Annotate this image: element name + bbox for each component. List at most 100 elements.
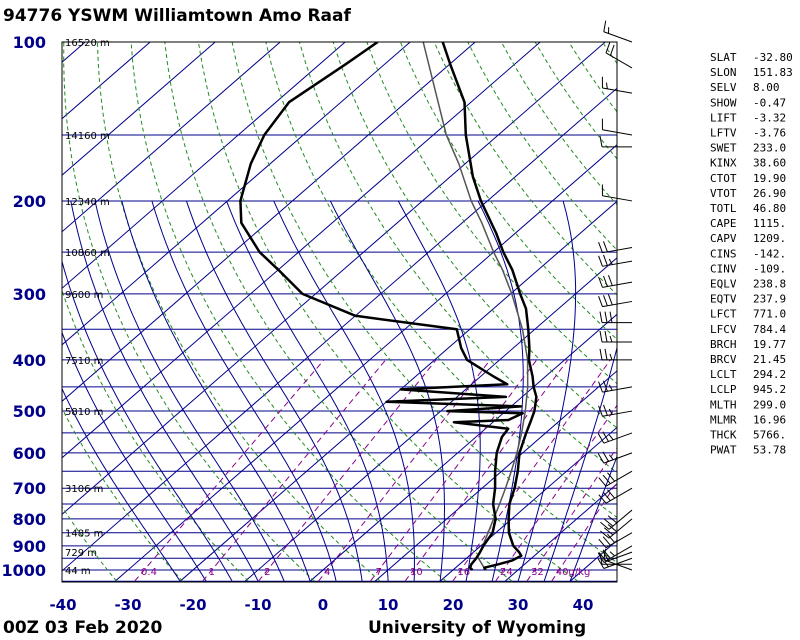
index-value: 26.90	[753, 187, 786, 200]
pressure-tick-label: 700	[13, 479, 46, 498]
moist-adiabat	[62, 331, 207, 582]
dewpoint-line	[239, 42, 524, 571]
barb-feather	[607, 472, 616, 482]
index-value: 16.96	[753, 413, 786, 426]
index-name: MLTH	[710, 398, 737, 411]
plot-frame	[61, 41, 618, 583]
dry-adiabat	[62, 505, 117, 582]
barb-feather	[605, 42, 611, 54]
barb-feather	[604, 311, 608, 323]
barb-feather	[607, 524, 617, 533]
index-name: CAPE	[710, 217, 737, 230]
mixing-ratio-label: 16	[457, 567, 470, 578]
isotherm-line	[62, 42, 281, 233]
mixing-ratio-line	[452, 359, 611, 582]
mixing-ratio-label: 4	[324, 567, 330, 578]
wind-barb	[599, 330, 632, 343]
barb-feather	[598, 276, 603, 288]
moist-adiabat	[517, 200, 577, 582]
index-value: 233.0	[753, 142, 786, 155]
diagram-grid	[0, 42, 617, 582]
mixing-ratio-line	[551, 481, 617, 582]
mixing-ratio-label: 1	[209, 567, 215, 578]
height-label: 10860 m	[65, 248, 110, 259]
index-name: SLON	[710, 66, 737, 79]
barb-feather	[603, 241, 608, 252]
wind-barb	[597, 431, 633, 444]
wind-barb	[598, 241, 633, 254]
index-value: -109.	[753, 262, 786, 275]
barb-feather	[603, 254, 608, 266]
pressure-tick-label: 800	[13, 510, 46, 529]
barb-feather	[604, 561, 609, 568]
barb-feather	[609, 335, 613, 343]
temperature-tick-label: 0	[318, 596, 328, 614]
barb-feather	[608, 408, 613, 415]
footer-datetime: 00Z 03 Feb 2020	[3, 618, 163, 638]
wind-barb	[599, 311, 632, 324]
mixing-ratio-label: 10	[410, 567, 423, 578]
dry-adiabat	[231, 42, 617, 564]
wind-barbs	[597, 20, 633, 571]
index-value: 1209.	[753, 232, 786, 245]
barb-feather	[599, 311, 603, 323]
temperature-tick-label: -30	[114, 596, 141, 614]
barb-feather	[597, 433, 605, 444]
barb-feather	[598, 494, 607, 504]
sounding-curves	[239, 42, 538, 571]
dry-adiabat	[62, 289, 249, 582]
index-name: BRCH	[710, 338, 737, 351]
wind-barb	[600, 509, 633, 530]
footer-source: University of Wyoming	[368, 618, 586, 638]
index-value: -3.32	[753, 111, 786, 124]
dry-adiabat	[433, 42, 617, 296]
barb-feather	[600, 530, 610, 539]
index-name: EQLV	[710, 278, 737, 291]
barb-feather	[605, 82, 608, 89]
temperature-tick-label: -40	[49, 596, 76, 614]
height-label: 5810 m	[65, 407, 103, 418]
barb-feather	[598, 255, 603, 267]
wind-barb	[599, 348, 632, 361]
height-label: 729 m	[65, 548, 97, 559]
barb-feather	[607, 533, 616, 544]
wind-barb	[598, 254, 633, 267]
isotherm-line	[179, 200, 617, 582]
barb-feather	[603, 20, 607, 32]
index-name: THCK	[710, 429, 737, 442]
isotherm-line	[62, 42, 411, 346]
wind-barb	[599, 135, 632, 148]
barb-feather	[598, 551, 607, 562]
barb-shaft	[602, 129, 633, 136]
index-name: MLMR	[710, 413, 737, 426]
barb-feather	[602, 550, 609, 561]
index-name: BRCV	[710, 353, 737, 366]
index-name: TOTL	[710, 202, 737, 215]
dry-adiabat	[96, 42, 381, 582]
temperature-tick-label: 40	[573, 596, 594, 614]
barb-feather	[607, 489, 616, 499]
mixing-ratio-line	[258, 359, 437, 582]
barb-feather	[604, 348, 608, 360]
dry-adiabat	[197, 42, 579, 582]
mixing-ratio-line	[404, 359, 569, 582]
isotherm-line	[62, 42, 151, 120]
dry-adiabat	[0, 42, 51, 581]
wind-barb	[597, 451, 633, 464]
wind-barb	[601, 184, 633, 202]
barb-feather	[602, 451, 609, 462]
temperature-tick-label: 10	[378, 596, 399, 614]
moist-adiabat	[94, 200, 285, 582]
index-name: CINS	[710, 247, 737, 260]
dry-adiabat	[298, 42, 617, 474]
mixing-ratio-label: 0.4	[141, 567, 157, 578]
wind-barb	[597, 557, 633, 569]
barb-feather	[608, 384, 613, 391]
barb-shaft	[603, 559, 633, 571]
index-name: CTOT	[710, 172, 737, 185]
moist-adiabat	[226, 200, 389, 582]
isotherm-line	[114, 144, 617, 582]
barb-feather	[597, 558, 605, 569]
isotherm-line	[62, 42, 216, 176]
moist-adiabat	[543, 345, 617, 582]
